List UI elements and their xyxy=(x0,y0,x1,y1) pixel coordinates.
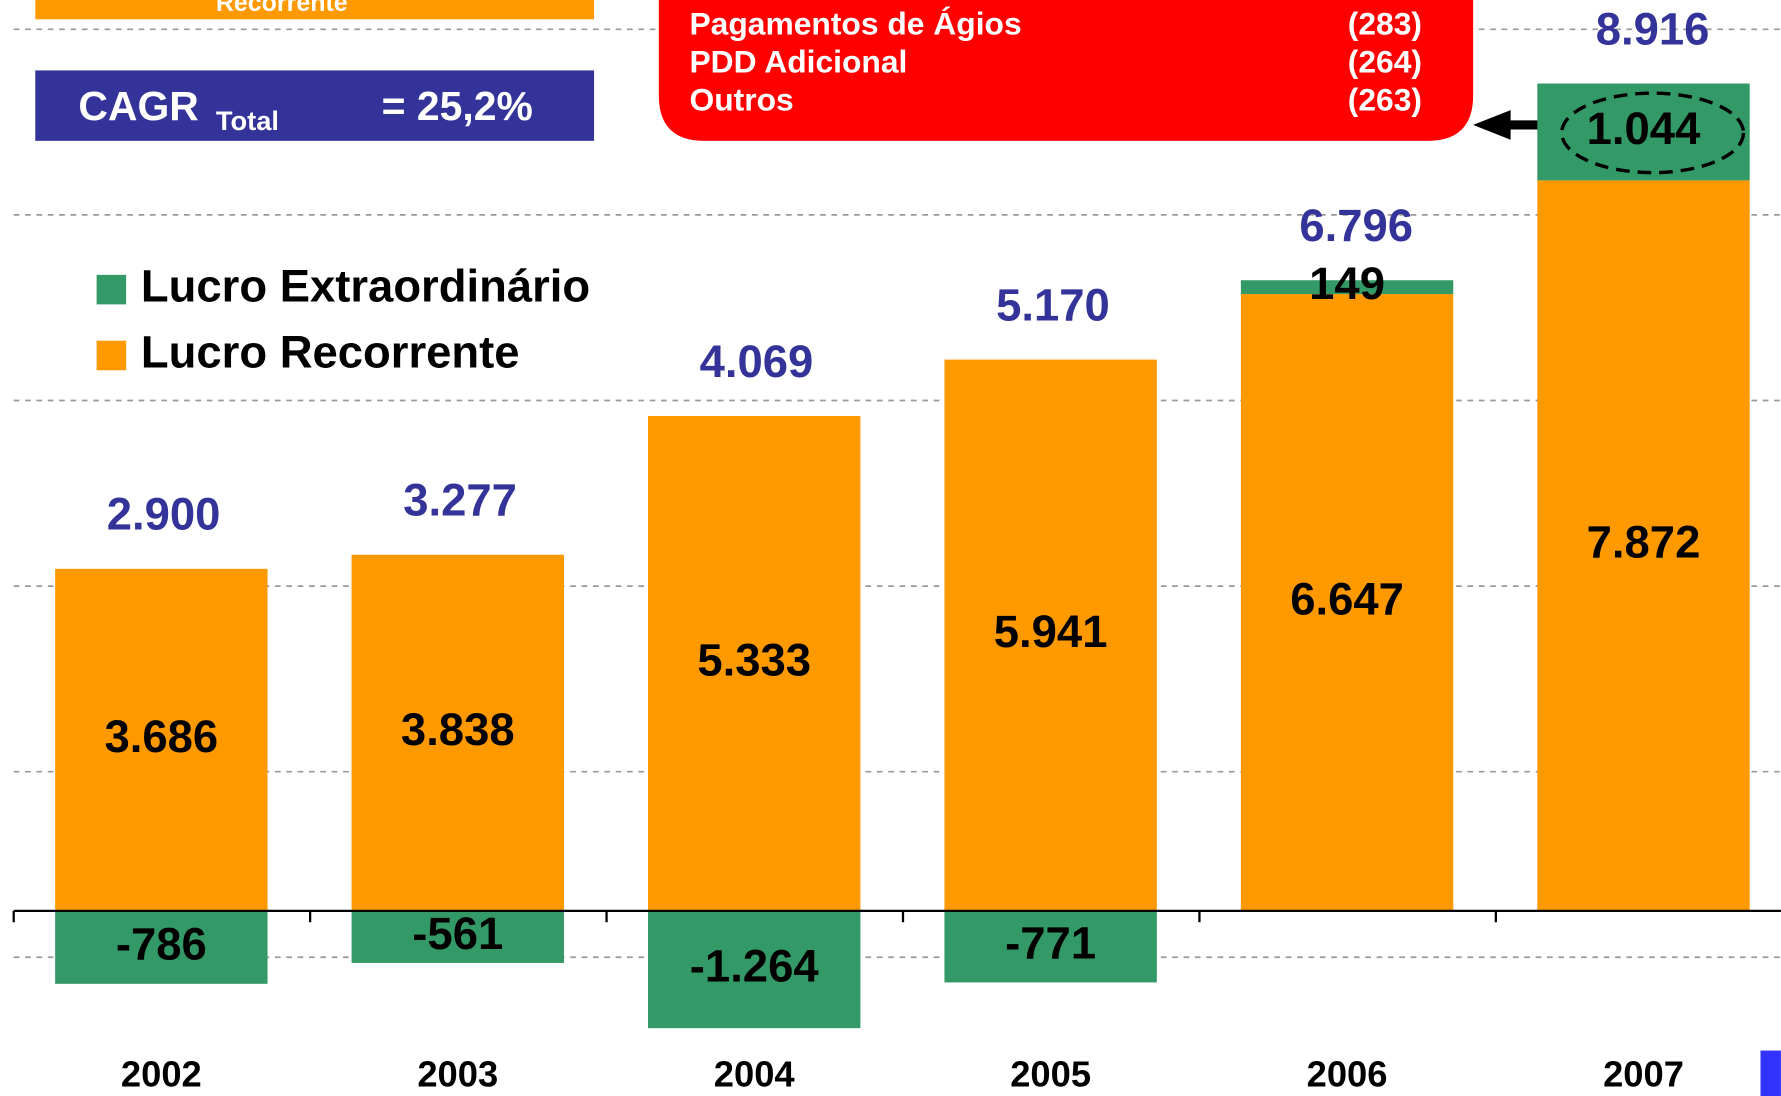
corner-marker xyxy=(1760,1050,1781,1096)
bar-segment xyxy=(1537,180,1750,911)
bar-segment xyxy=(944,359,1157,911)
callout-item-value: (264) xyxy=(1348,44,1422,80)
total-label: 2.900 xyxy=(107,489,221,540)
value-label: 149 xyxy=(1309,258,1385,309)
legend-swatch xyxy=(96,274,127,305)
total-label: 8.916 xyxy=(1596,3,1710,54)
cagr-recorrente-label: Recorrente xyxy=(216,0,348,17)
value-label: 3.838 xyxy=(401,704,515,755)
callout-item-label: PDD Adicional xyxy=(689,44,907,80)
value-label: 5.941 xyxy=(994,606,1108,657)
bar-segment xyxy=(55,568,268,911)
x-tick-label: 2002 xyxy=(121,1053,202,1094)
x-tick-label: 2007 xyxy=(1603,1053,1684,1094)
callout-item-label: Outros xyxy=(689,82,793,118)
bar-segment xyxy=(944,910,1157,983)
cagr-total-box xyxy=(35,70,595,141)
total-label: 6.796 xyxy=(1299,200,1413,251)
bar-segment xyxy=(648,415,861,911)
total-label: 3.277 xyxy=(403,475,517,526)
value-label: 7.872 xyxy=(1587,517,1701,568)
cagr-recorrente-box xyxy=(35,0,595,20)
callout-item-value: (283) xyxy=(1348,6,1422,42)
value-label: 1.044 xyxy=(1587,103,1701,154)
x-tick-label: 2003 xyxy=(417,1053,498,1094)
callout-item-label: Pagamentos de Ágios xyxy=(689,6,1021,42)
bar-segment xyxy=(1240,280,1454,295)
value-label: -771 xyxy=(1005,918,1096,969)
callout-arrow xyxy=(1473,110,1545,140)
value-label: -786 xyxy=(116,918,207,969)
bar-segment xyxy=(1240,294,1454,911)
bar-segment xyxy=(1537,83,1750,181)
value-label: -561 xyxy=(412,908,503,959)
legend-label: Lucro Recorrente xyxy=(141,326,520,377)
total-label: 5.170 xyxy=(996,279,1110,330)
callout-item-value: (263) xyxy=(1348,82,1422,118)
total-label: 4.069 xyxy=(700,336,814,387)
x-tick-label: 2005 xyxy=(1010,1053,1091,1094)
bar-segment xyxy=(648,910,861,1029)
value-label: -1.264 xyxy=(690,941,820,992)
highlight-ellipse xyxy=(1560,91,1746,175)
cagr-total-sub: Total xyxy=(216,105,279,136)
value-label: 6.647 xyxy=(1290,573,1404,624)
legend-label: Lucro Extraordinário xyxy=(141,261,590,312)
bar-segment xyxy=(55,910,268,984)
cagr-total-value: = 25,2% xyxy=(382,83,533,129)
callout-box xyxy=(658,0,1474,141)
x-tick-label: 2004 xyxy=(714,1053,796,1094)
bar-segment xyxy=(351,910,564,963)
legend-swatch xyxy=(96,340,127,371)
cagr-total-label: CAGR xyxy=(78,83,198,129)
bar-segment xyxy=(351,554,564,911)
x-tick-label: 2006 xyxy=(1307,1053,1388,1094)
value-label: 3.686 xyxy=(105,711,219,762)
value-label: 5.333 xyxy=(697,634,811,685)
